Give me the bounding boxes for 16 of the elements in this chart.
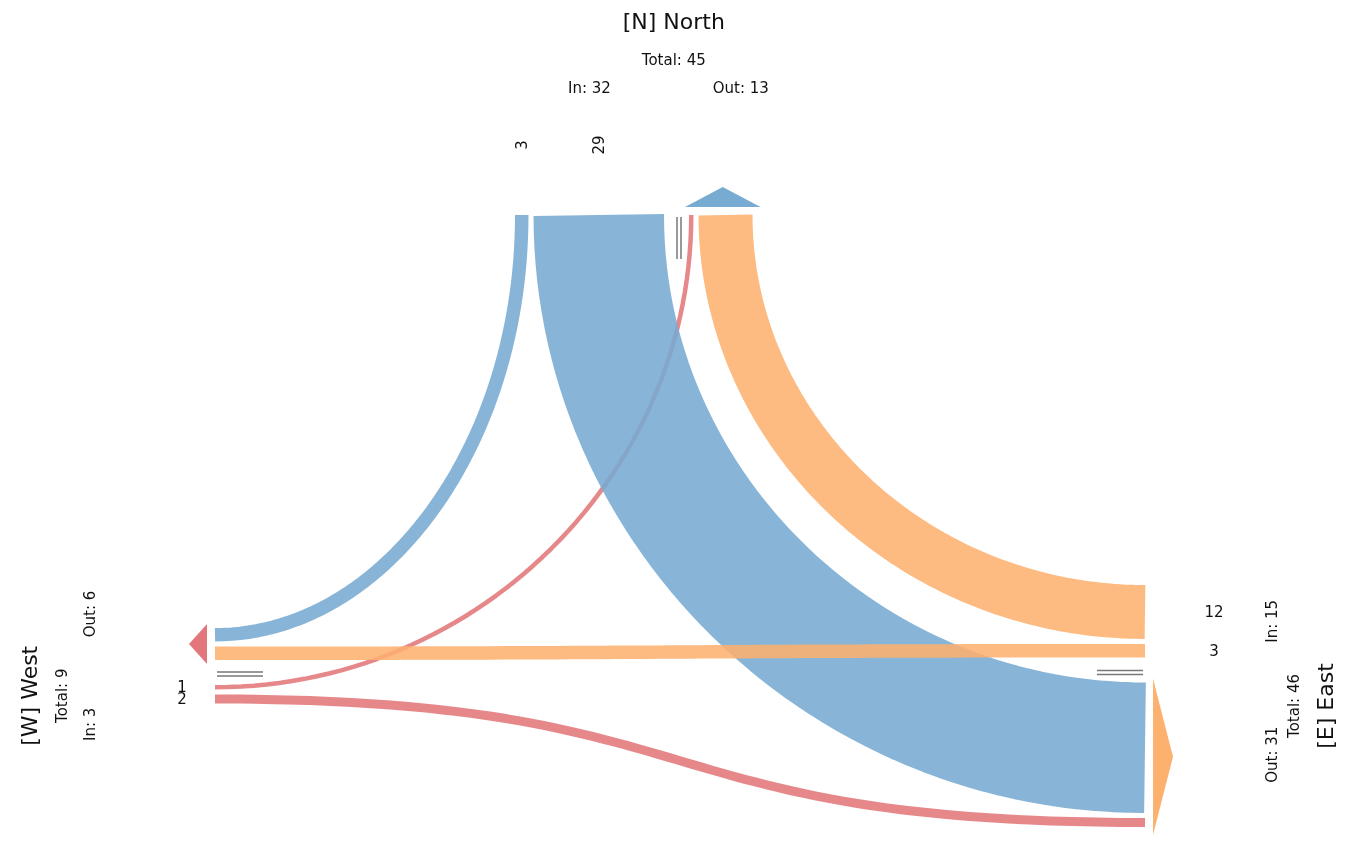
- data-label: 12: [1204, 603, 1224, 621]
- text: Total: 46: [1285, 674, 1303, 739]
- category-label: [N] North: [622, 9, 725, 34]
- text: In: 15: [1263, 599, 1281, 643]
- text: Out: 6: [81, 590, 99, 638]
- text: Total: 45: [640, 51, 706, 69]
- text: Out: 31: [1263, 726, 1281, 783]
- text: Total: 9: [53, 668, 71, 724]
- text: In: 3: [81, 707, 99, 741]
- category-label: [E] East: [1313, 662, 1338, 749]
- text: Out: 13: [712, 79, 769, 97]
- data-label: 3: [1209, 641, 1219, 660]
- category-label: [W] West: [17, 645, 42, 746]
- text: In: 32: [568, 79, 611, 97]
- data-label: 3: [512, 140, 531, 150]
- data-label: 29: [589, 135, 608, 155]
